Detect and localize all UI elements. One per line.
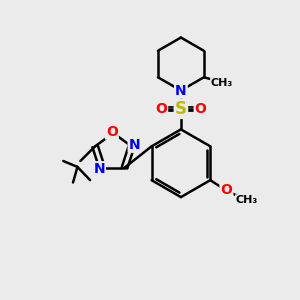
Text: N: N xyxy=(175,83,187,98)
Text: O: O xyxy=(155,102,167,116)
Text: N: N xyxy=(129,138,140,152)
Text: N: N xyxy=(93,162,105,176)
Text: CH₃: CH₃ xyxy=(236,195,258,205)
Text: S: S xyxy=(175,100,187,118)
Text: CH₃: CH₃ xyxy=(211,78,233,88)
Text: O: O xyxy=(106,124,118,139)
Text: O: O xyxy=(220,184,232,197)
Text: O: O xyxy=(195,102,207,116)
